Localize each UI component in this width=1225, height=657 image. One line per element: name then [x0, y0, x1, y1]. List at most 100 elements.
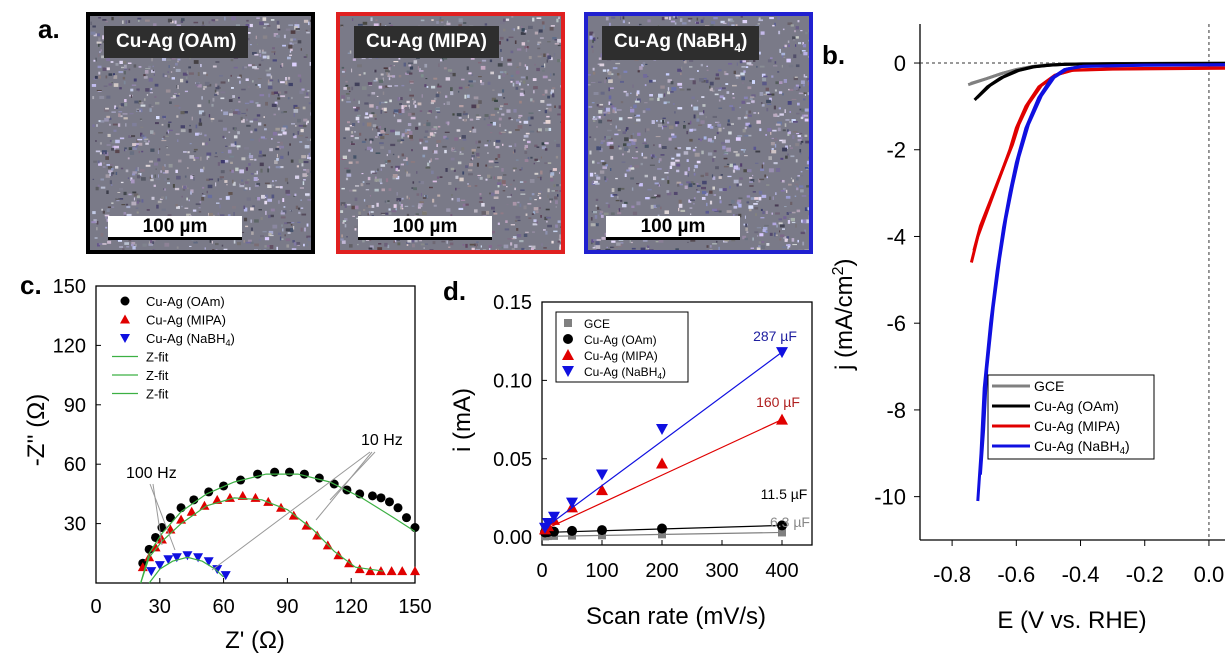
texture-grain: [520, 76, 526, 79]
texture-grain: [520, 189, 525, 191]
texture-grain: [395, 131, 400, 136]
texture-grain: [701, 150, 704, 155]
texture-grain: [133, 197, 135, 201]
texture-grain: [744, 155, 748, 157]
texture-grain: [262, 35, 268, 39]
texture-grain: [446, 20, 449, 24]
texture-grain: [631, 241, 633, 244]
texture-grain: [125, 169, 129, 173]
texture-grain: [264, 128, 267, 131]
texture-grain: [615, 177, 618, 180]
texture-grain: [412, 243, 415, 248]
texture-grain: [436, 144, 438, 147]
texture-grain: [736, 62, 738, 66]
texture-grain: [717, 123, 722, 127]
texture-grain: [718, 127, 722, 132]
texture-grain: [678, 183, 683, 186]
texture-grain: [450, 91, 454, 96]
c-point-oam: [342, 485, 352, 495]
texture-grain: [747, 86, 752, 90]
texture-grain: [102, 243, 107, 245]
texture-grain: [290, 209, 293, 212]
texture-grain: [371, 92, 376, 95]
texture-grain: [254, 185, 259, 187]
texture-grain: [409, 80, 414, 83]
texture-grain: [387, 160, 391, 163]
c-point-oam: [355, 489, 365, 499]
texture-grain: [177, 58, 181, 61]
texture-grain: [494, 166, 500, 168]
texture-grain: [104, 107, 110, 112]
texture-grain: [649, 249, 654, 250]
texture-grain: [723, 151, 729, 154]
texture-grain: [642, 110, 646, 113]
texture-grain: [554, 105, 556, 108]
texture-grain: [641, 152, 643, 157]
texture-grain: [771, 75, 774, 78]
texture-grain: [282, 125, 288, 129]
texture-grain: [181, 195, 183, 198]
texture-grain: [163, 75, 167, 77]
texture-grain: [630, 108, 635, 113]
texture-grain: [305, 193, 310, 196]
texture-grain: [723, 71, 727, 76]
texture-grain: [344, 167, 349, 169]
texture-grain: [392, 174, 398, 178]
texture-grain: [292, 38, 297, 41]
texture-grain: [262, 231, 267, 233]
texture-grain: [654, 182, 659, 185]
texture-grain: [510, 224, 515, 226]
texture-grain: [387, 85, 392, 87]
texture-grain: [380, 212, 386, 215]
texture-grain: [256, 17, 260, 19]
texture-grain: [372, 114, 377, 118]
texture-grain: [665, 73, 670, 76]
texture-grain: [589, 136, 592, 138]
texture-grain: [480, 245, 482, 248]
texture-grain: [362, 122, 365, 126]
texture-grain: [644, 144, 649, 148]
texture-grain: [231, 169, 234, 173]
texture-grain: [151, 239, 156, 242]
texture-grain: [531, 247, 534, 250]
texture-grain: [111, 168, 114, 171]
texture-grain: [474, 243, 478, 247]
texture-grain: [103, 152, 105, 155]
texture-grain: [176, 24, 181, 27]
texture-grain: [475, 243, 477, 248]
texture-grain: [538, 128, 542, 132]
texture-grain: [290, 224, 293, 226]
texture-grain: [272, 47, 275, 50]
texture-grain: [510, 242, 513, 246]
texture-grain: [753, 203, 758, 205]
texture-grain: [435, 115, 438, 119]
texture-grain: [766, 99, 771, 104]
texture-grain: [342, 75, 346, 77]
texture-grain: [451, 147, 455, 152]
c-x-tick-label: 150: [398, 596, 431, 618]
texture-grain: [384, 85, 389, 88]
texture-grain: [676, 181, 682, 185]
texture-grain: [514, 187, 516, 191]
texture-grain: [781, 54, 784, 58]
texture-grain: [476, 241, 479, 243]
b-series-line-nabh4: [976, 63, 1225, 502]
texture-grain: [594, 223, 599, 227]
texture-grain: [593, 239, 598, 241]
c-point-oam: [384, 497, 394, 507]
texture-grain: [592, 67, 595, 71]
texture-grain: [624, 201, 628, 205]
texture-grain: [343, 87, 348, 90]
texture-grain: [285, 228, 291, 232]
texture-grain: [733, 205, 738, 209]
texture-grain: [620, 208, 624, 210]
texture-grain: [726, 147, 731, 152]
texture-grain: [532, 100, 535, 103]
texture-grain: [351, 141, 353, 144]
texture-grain: [594, 174, 599, 177]
texture-grain: [695, 21, 699, 24]
texture-grain: [500, 20, 505, 25]
texture-grain: [702, 180, 707, 185]
texture-grain: [519, 181, 524, 183]
texture-grain: [186, 70, 189, 74]
